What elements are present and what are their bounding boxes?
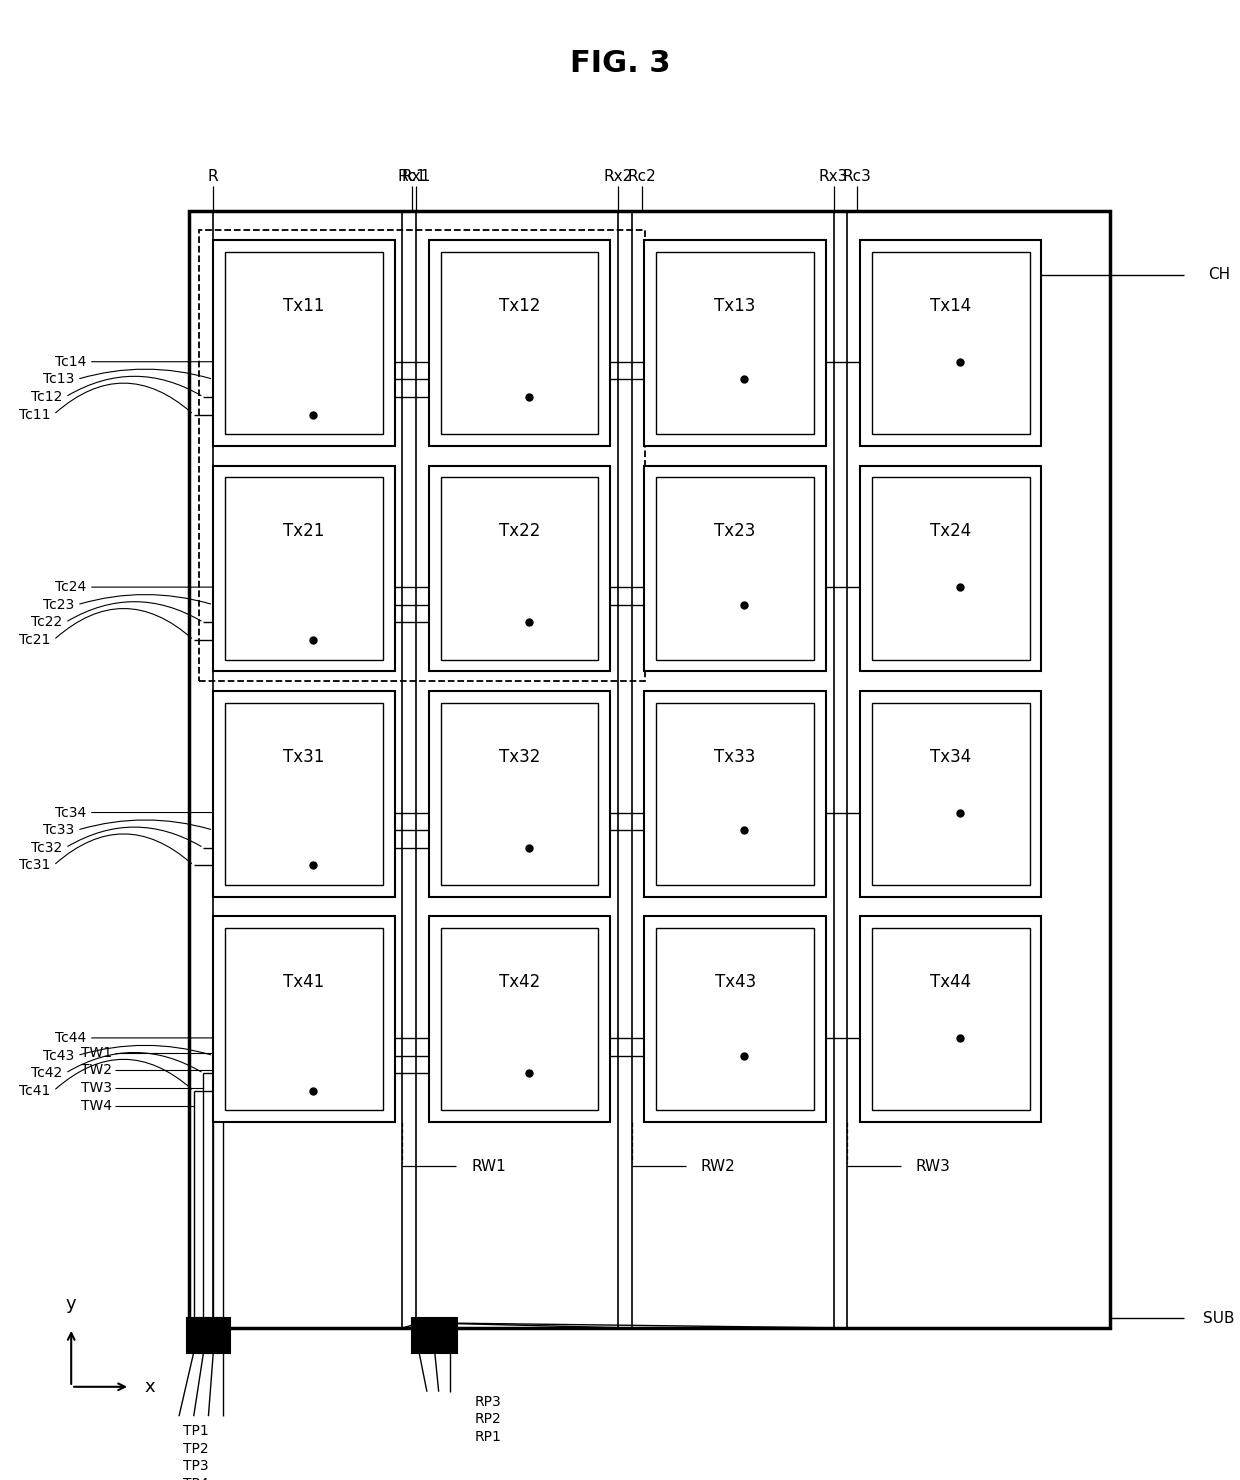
Text: Tx13: Tx13 [714, 297, 756, 315]
Text: Tc42: Tc42 [31, 1066, 62, 1080]
Bar [440, 703, 599, 885]
Bar [224, 703, 383, 885]
Bar [429, 691, 610, 897]
Bar [429, 466, 610, 672]
Text: Tc24: Tc24 [55, 580, 86, 593]
Bar [216, 1319, 229, 1353]
Text: Rx2: Rx2 [604, 169, 632, 184]
Text: Tx21: Tx21 [283, 522, 325, 540]
Bar [188, 210, 1110, 1328]
Bar [861, 466, 1042, 672]
Text: FIG. 3: FIG. 3 [569, 49, 671, 78]
Text: Tx41: Tx41 [283, 974, 325, 992]
Bar [861, 916, 1042, 1122]
Text: Tx42: Tx42 [498, 974, 541, 992]
Bar [224, 478, 383, 660]
Text: TW3: TW3 [81, 1080, 112, 1095]
Text: R: R [208, 169, 218, 184]
Text: Tx11: Tx11 [283, 297, 325, 315]
Text: Tc23: Tc23 [43, 598, 74, 611]
Bar [656, 928, 813, 1110]
Bar [213, 240, 394, 445]
Text: Tx24: Tx24 [930, 522, 971, 540]
Text: TP4: TP4 [182, 1477, 208, 1480]
Text: Tc44: Tc44 [55, 1032, 86, 1045]
Text: Tx32: Tx32 [498, 747, 541, 765]
Text: Tc33: Tc33 [43, 823, 74, 838]
Bar [197, 1319, 211, 1353]
Text: y: y [66, 1295, 77, 1313]
Text: Tx31: Tx31 [283, 747, 325, 765]
Text: Tx33: Tx33 [714, 747, 756, 765]
Text: Tx14: Tx14 [930, 297, 971, 315]
Text: Tx23: Tx23 [714, 522, 756, 540]
Bar [213, 466, 394, 672]
Bar [412, 1319, 427, 1353]
Bar [645, 466, 826, 672]
Bar [440, 928, 599, 1110]
Text: Tc12: Tc12 [31, 391, 62, 404]
Text: RP3: RP3 [475, 1394, 502, 1409]
Bar [645, 691, 826, 897]
Bar [440, 252, 599, 434]
Bar [428, 1319, 441, 1353]
Text: TP1: TP1 [182, 1424, 208, 1439]
Bar [872, 703, 1029, 885]
Text: Tc32: Tc32 [31, 841, 62, 855]
Text: Tx43: Tx43 [714, 974, 755, 992]
Bar [429, 240, 610, 445]
Bar [656, 478, 813, 660]
Bar [213, 691, 394, 897]
Text: Tc14: Tc14 [55, 355, 86, 369]
Bar [187, 1319, 201, 1353]
Text: TW2: TW2 [81, 1063, 112, 1077]
Text: Tc41: Tc41 [20, 1083, 51, 1098]
Text: TW1: TW1 [81, 1045, 112, 1060]
Text: Tx12: Tx12 [498, 297, 541, 315]
Bar [656, 703, 813, 885]
Text: CH: CH [1208, 266, 1230, 283]
Text: Rc2: Rc2 [627, 169, 656, 184]
Bar [213, 916, 394, 1122]
Text: Rx1: Rx1 [402, 169, 430, 184]
Text: Tc31: Tc31 [20, 858, 51, 872]
Text: x: x [145, 1378, 155, 1396]
Bar [872, 478, 1029, 660]
Text: Tx22: Tx22 [498, 522, 541, 540]
Bar [656, 252, 813, 434]
Bar [206, 1319, 221, 1353]
Bar [444, 1319, 458, 1353]
Text: TW4: TW4 [81, 1098, 112, 1113]
Text: RP2: RP2 [475, 1412, 502, 1427]
Text: Rc1: Rc1 [398, 169, 427, 184]
Text: Tx44: Tx44 [930, 974, 971, 992]
Bar [224, 252, 383, 434]
Bar [645, 240, 826, 445]
Text: SUB: SUB [1203, 1311, 1235, 1326]
Text: RW3: RW3 [916, 1159, 951, 1174]
Text: Tc11: Tc11 [19, 407, 51, 422]
Text: Tc21: Tc21 [20, 633, 51, 647]
Bar [872, 928, 1029, 1110]
Bar [198, 231, 645, 681]
Text: RP1: RP1 [475, 1430, 502, 1444]
Bar [224, 928, 383, 1110]
Text: Tc34: Tc34 [55, 805, 86, 820]
Bar [429, 916, 610, 1122]
Bar [872, 252, 1029, 434]
Text: Rx3: Rx3 [818, 169, 848, 184]
Text: RW2: RW2 [701, 1159, 735, 1174]
Text: TP3: TP3 [182, 1459, 208, 1473]
Bar [861, 240, 1042, 445]
Bar [645, 916, 826, 1122]
Text: Tx34: Tx34 [930, 747, 971, 765]
Text: Tc43: Tc43 [43, 1048, 74, 1063]
Text: Rc3: Rc3 [843, 169, 872, 184]
Text: TP2: TP2 [182, 1442, 208, 1455]
Text: Tc13: Tc13 [42, 373, 74, 386]
Bar [861, 691, 1042, 897]
Text: Tc22: Tc22 [31, 616, 62, 629]
Text: RW1: RW1 [471, 1159, 506, 1174]
Bar [440, 478, 599, 660]
